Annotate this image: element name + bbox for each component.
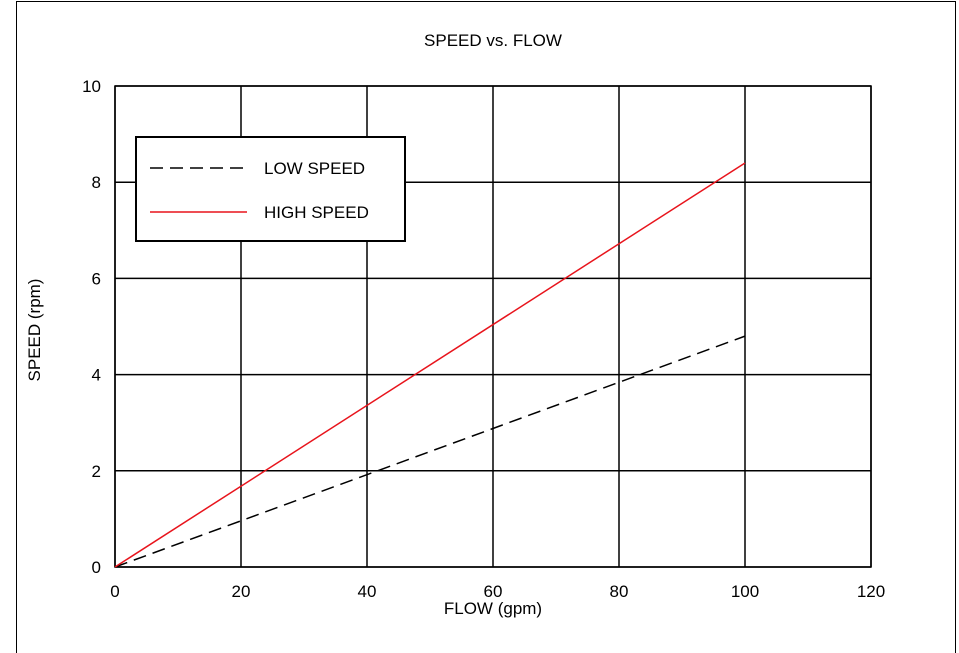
- legend: LOW SPEED HIGH SPEED: [136, 137, 405, 241]
- y-tick-label-0: 0: [92, 558, 101, 577]
- legend-label-high-speed: HIGH SPEED: [264, 203, 369, 222]
- chart-title: SPEED vs. FLOW: [424, 31, 562, 50]
- legend-label-low-speed: LOW SPEED: [264, 159, 365, 178]
- y-tick-labels: 0 2 4 6 8 10: [82, 77, 101, 577]
- x-tick-label-120: 120: [857, 582, 885, 601]
- y-tick-label-2: 2: [92, 462, 101, 481]
- y-tick-label-6: 6: [92, 269, 101, 288]
- x-tick-label-40: 40: [358, 582, 377, 601]
- y-tick-label-8: 8: [92, 173, 101, 192]
- y-tick-label-4: 4: [92, 366, 101, 385]
- legend-box: [136, 137, 405, 241]
- y-tick-label-10: 10: [82, 77, 101, 96]
- y-axis-label: SPEED (rpm): [25, 279, 44, 382]
- series-line-low-speed: [115, 336, 745, 567]
- x-tick-label-100: 100: [731, 582, 759, 601]
- x-tick-label-80: 80: [610, 582, 629, 601]
- x-axis-label: FLOW (gpm): [444, 599, 542, 618]
- x-tick-label-20: 20: [232, 582, 251, 601]
- x-tick-label-0: 0: [110, 582, 119, 601]
